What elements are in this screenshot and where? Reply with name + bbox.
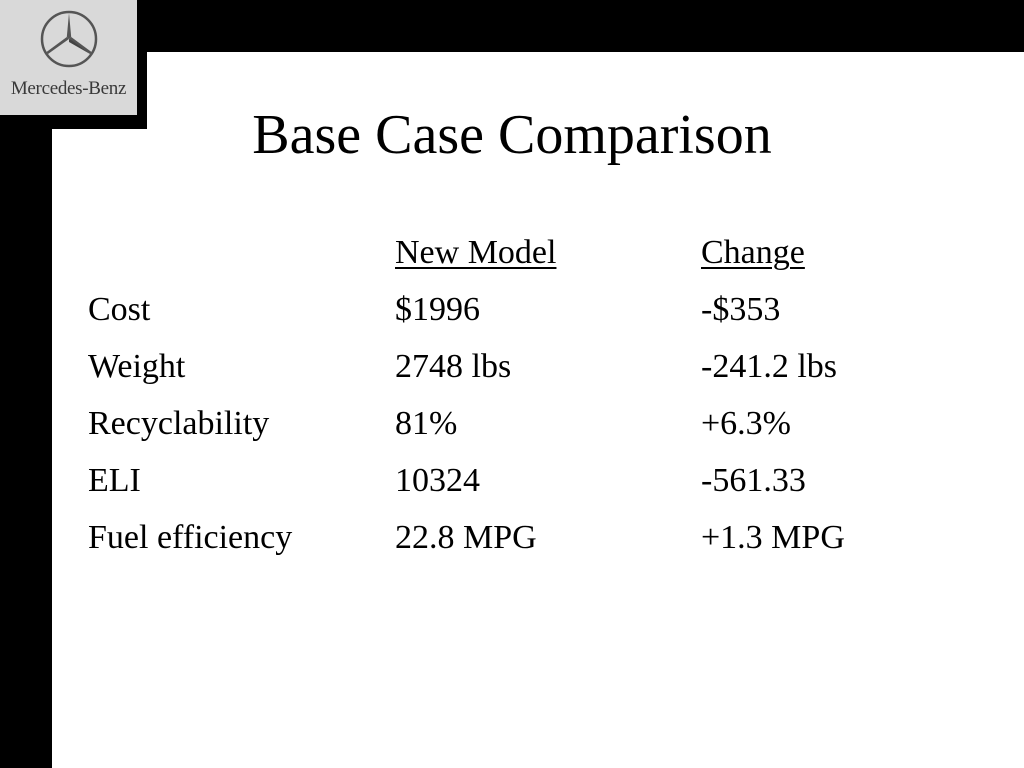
- column-header-change: Change: [701, 234, 805, 271]
- row-label-recyclability: Recyclability: [88, 405, 270, 442]
- content-panel: [52, 52, 1024, 768]
- row-label-weight: Weight: [88, 348, 186, 385]
- brand-logo-text: Mercedes-Benz: [10, 78, 127, 99]
- column-header-new-model: New Model: [395, 234, 557, 271]
- eli-new-model-value: 10324: [395, 462, 480, 499]
- eli-change-value: -561.33: [701, 462, 806, 499]
- fuel-efficiency-new-model-value: 22.8 MPG: [395, 519, 537, 556]
- cost-new-model-value: $1996: [395, 291, 480, 328]
- three-pointed-star-icon: [40, 10, 98, 68]
- recyclability-new-model-value: 81%: [395, 405, 458, 442]
- brand-logo: Mercedes-Benz: [0, 0, 147, 129]
- recyclability-change-value: +6.3%: [701, 405, 791, 442]
- row-label-eli: ELI: [88, 462, 141, 499]
- weight-new-model-value: 2748 lbs: [395, 348, 512, 385]
- slide-title: Base Case Comparison: [252, 104, 772, 166]
- row-label-fuel-efficiency: Fuel efficiency: [88, 519, 293, 556]
- row-label-cost: Cost: [88, 291, 151, 328]
- cost-change-value: -$353: [701, 291, 781, 328]
- fuel-efficiency-change-value: +1.3 MPG: [701, 519, 845, 556]
- weight-change-value: -241.2 lbs: [701, 348, 837, 385]
